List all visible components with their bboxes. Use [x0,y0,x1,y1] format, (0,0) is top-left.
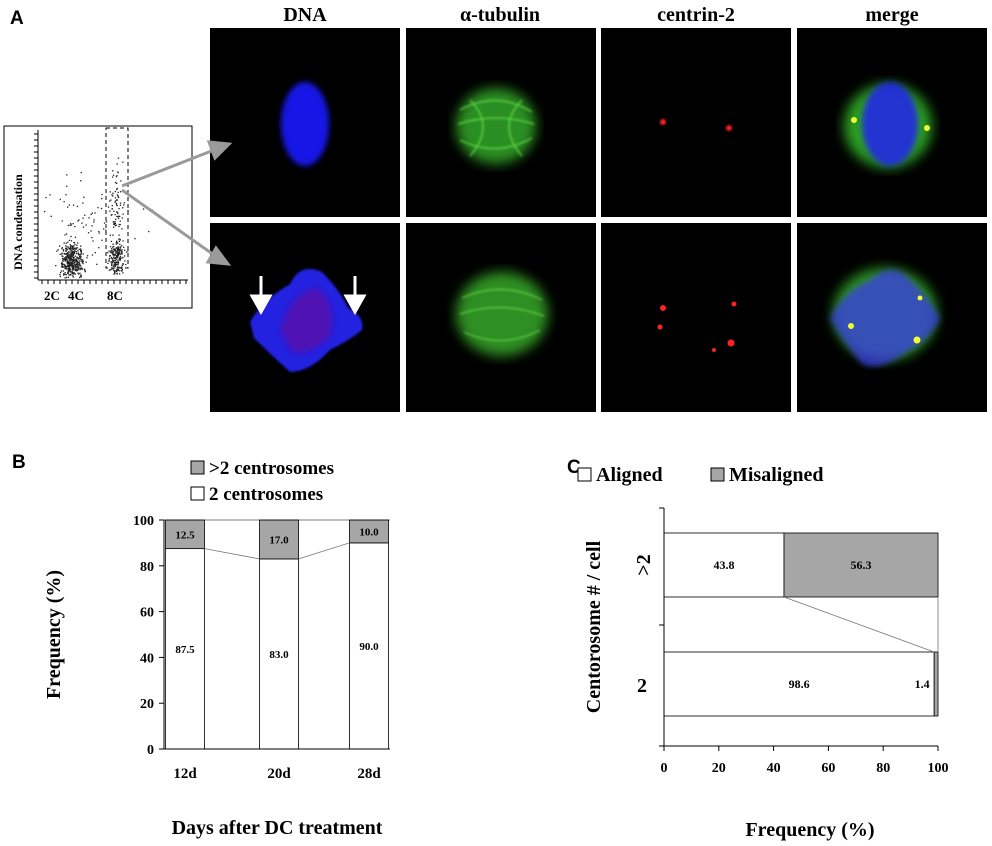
legend-label-two: 2 centrosomes [209,484,323,505]
legend-label-aligned: Aligned [596,464,663,486]
x-tick-label-60: 60 [821,761,835,776]
column-title-merge: merge [865,4,919,26]
x-tick-label-80: 80 [876,761,890,776]
y-tick-label-60: 60 [140,606,154,621]
chart-c-ylabel: Centorosome # / cell [583,540,605,713]
data-label-gt2-misaligned: 56.3 [851,558,872,572]
y-tick-label-100: 100 [133,514,154,529]
panel-b-letter: B [12,452,26,473]
column-title-dna: DNA [283,4,327,26]
chart-c: Aligned Misaligned 43.8 56.3 98.6 1.4 0 20 40 60 8… [577,464,949,841]
flow-tick-2c: 2C [44,288,60,303]
micrograph-centrin-row2 [601,223,791,412]
chart-b-xlabel: Days after DC treatment [172,817,383,839]
bar-two-aligned [663,651,935,717]
bar-12d-two [165,548,205,750]
connector-line [298,542,350,560]
data-label-two-aligned: 98.6 [789,677,810,691]
data-label-two-misaligned: 1.4 [915,677,930,691]
y-tick-label-gt2: >2 [633,554,655,575]
bar-12d-gt2 [165,519,205,550]
column-title-centrin: centrin-2 [657,4,735,26]
bar-20d-two [259,558,299,750]
data-label-gt2-aligned: 43.8 [714,558,735,572]
connector-line [204,548,260,560]
y-tick-label-0: 0 [147,743,154,758]
micrograph-panel [210,28,987,412]
data-label-28d-two: 90.0 [359,641,379,653]
y-tick-label-80: 80 [140,560,154,575]
x-tick-label-0: 0 [661,761,668,776]
x-tick-label-20: 20 [712,761,726,776]
gate-arrows [121,140,233,266]
bar-two-misaligned [933,651,939,717]
legend-swatch-aligned [577,467,592,482]
bar-gt2-misaligned [783,532,939,598]
legend-swatch-two [190,486,205,501]
chart-b: >2 centrosomes 2 centrosomes 87.5 12.5 83.0 1… [43,458,390,839]
chart-b-ylabel: Frequency (%) [43,570,65,699]
legend-label-misaligned: Misaligned [729,464,823,486]
micrograph-merge-row2 [797,223,987,412]
flow-tick-8c: 8C [107,288,123,303]
panel-a-letter: A [10,8,24,29]
flow-tick-4c: 4C [68,288,84,303]
x-tick-label-40: 40 [767,761,781,776]
connector-line [783,596,935,653]
micrograph-dna-row2 [210,223,400,412]
panel-c-letter: C [567,457,581,478]
legend-label-gt2: >2 centrosomes [209,458,334,479]
bar-20d-gt2 [259,519,299,560]
micrograph-tubulin-row2 [406,223,596,412]
micrograph-merge-row1 [797,28,987,217]
micrograph-tubulin-row1 [406,28,596,217]
micrograph-dna-row1 [210,28,400,217]
x-tick-label-100: 100 [928,761,949,776]
data-label-12d-gt2: 12.5 [175,529,195,541]
y-tick-label-two: 2 [637,675,647,697]
x-tick-label-12d: 12d [173,766,197,782]
column-title-tubulin: α-tubulin [459,4,541,26]
x-tick-label-28d: 28d [357,766,381,782]
gate-box [105,127,129,269]
data-label-28d-gt2: 10.0 [359,526,379,538]
data-label-20d-two: 83.0 [269,649,289,661]
y-tick-label-20: 20 [140,697,154,712]
y-tick-label-40: 40 [140,651,154,666]
chart-c-xlabel: Frequency (%) [745,819,874,841]
x-tick-label-20d: 20d [267,766,291,782]
bar-28d-two [349,542,389,750]
legend-swatch-gt2 [190,460,205,475]
data-label-20d-gt2: 17.0 [269,534,289,546]
legend-swatch-misaligned [710,467,725,482]
data-label-12d-two: 87.5 [175,644,195,656]
bar-gt2-aligned [663,532,785,598]
flow-ylabel: DNA condensation [11,174,25,270]
micrograph-centrin-row1 [601,28,791,217]
